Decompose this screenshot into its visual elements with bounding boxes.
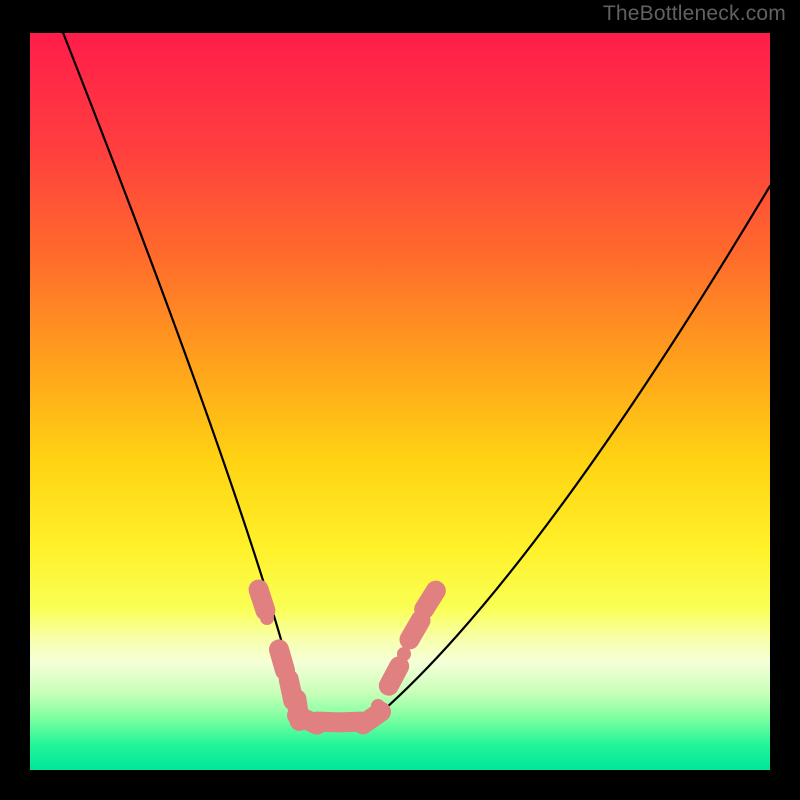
chart-frame: TheBottleneck.com — [0, 0, 800, 800]
watermark-text: TheBottleneck.com — [603, 2, 786, 26]
chart-svg — [0, 0, 800, 800]
